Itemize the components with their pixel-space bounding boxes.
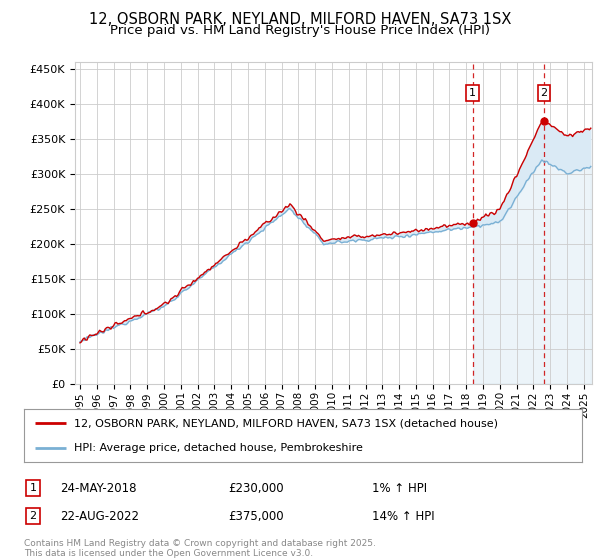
Text: Price paid vs. HM Land Registry's House Price Index (HPI): Price paid vs. HM Land Registry's House … bbox=[110, 24, 490, 37]
Text: 1: 1 bbox=[469, 88, 476, 98]
Text: Contains HM Land Registry data © Crown copyright and database right 2025.
This d: Contains HM Land Registry data © Crown c… bbox=[24, 539, 376, 558]
Text: 12, OSBORN PARK, NEYLAND, MILFORD HAVEN, SA73 1SX (detached house): 12, OSBORN PARK, NEYLAND, MILFORD HAVEN,… bbox=[74, 418, 498, 428]
Text: 1: 1 bbox=[29, 483, 37, 493]
Text: HPI: Average price, detached house, Pembrokeshire: HPI: Average price, detached house, Pemb… bbox=[74, 442, 363, 452]
Text: 22-AUG-2022: 22-AUG-2022 bbox=[60, 510, 139, 523]
Text: 24-MAY-2018: 24-MAY-2018 bbox=[60, 482, 137, 495]
Text: 14% ↑ HPI: 14% ↑ HPI bbox=[372, 510, 434, 523]
Text: £230,000: £230,000 bbox=[228, 482, 284, 495]
Text: 12, OSBORN PARK, NEYLAND, MILFORD HAVEN, SA73 1SX: 12, OSBORN PARK, NEYLAND, MILFORD HAVEN,… bbox=[89, 12, 511, 27]
Text: 1% ↑ HPI: 1% ↑ HPI bbox=[372, 482, 427, 495]
Text: 2: 2 bbox=[29, 511, 37, 521]
Text: 2: 2 bbox=[541, 88, 548, 98]
Text: £375,000: £375,000 bbox=[228, 510, 284, 523]
